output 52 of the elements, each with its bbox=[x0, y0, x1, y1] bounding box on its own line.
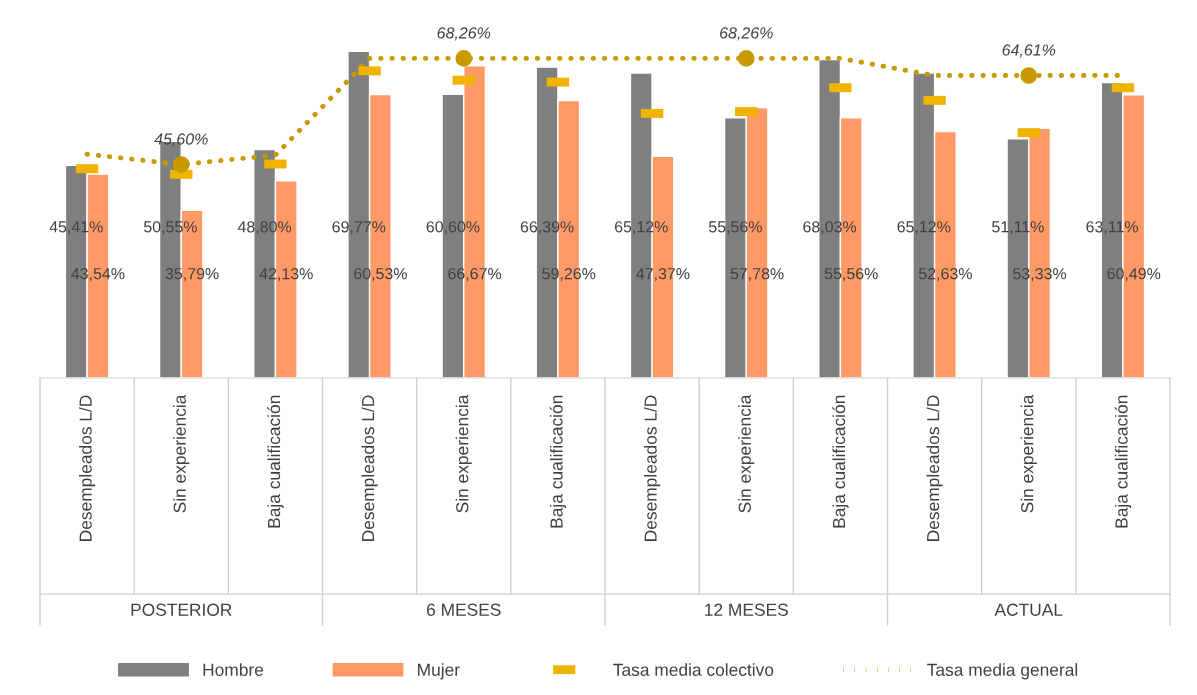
data-label: 60,53% bbox=[354, 267, 407, 282]
data-label: 57,78% bbox=[730, 267, 784, 282]
x-tick-label: Desempleados L/D bbox=[926, 395, 943, 541]
data-label: 60,49% bbox=[1107, 267, 1161, 282]
x-tick-label: Desempleados L/D bbox=[78, 395, 96, 541]
data-label: 55,56% bbox=[708, 221, 762, 235]
data-label: 55,56% bbox=[824, 267, 878, 282]
data-label: 53,33% bbox=[1013, 267, 1067, 282]
text: POSTERIOR bbox=[131, 603, 232, 616]
legend-label: Mujer bbox=[418, 663, 460, 680]
data-label: 64,61% bbox=[1002, 44, 1056, 58]
data-label: 43,54% bbox=[71, 267, 125, 282]
point bbox=[737, 50, 755, 67]
x-tick-label: Sin experiencia bbox=[173, 394, 190, 513]
data-label: 50,55% bbox=[143, 221, 197, 235]
data-label: 63,11% bbox=[1086, 221, 1139, 235]
data-label: 59,26% bbox=[542, 267, 596, 282]
text: 6 MESES bbox=[427, 603, 501, 616]
data-label: 48,80% bbox=[237, 221, 292, 235]
x-tick-label: Baja cualificación bbox=[549, 395, 567, 528]
x-tick-label: Desempleados L/D bbox=[643, 395, 661, 541]
x-tick-label: Sin experiencia bbox=[1020, 394, 1037, 513]
data-label: 65,12% bbox=[614, 221, 668, 235]
x-tick-label: Baja cualificación bbox=[267, 395, 284, 528]
point bbox=[172, 156, 190, 173]
data-label: 66,39% bbox=[520, 221, 574, 235]
data-label: 45,60% bbox=[154, 133, 208, 147]
x-tick-label: Baja cualificación bbox=[1114, 395, 1132, 528]
data-label: 42,13% bbox=[259, 267, 313, 282]
data-label: 35,79% bbox=[165, 267, 219, 282]
data-label: 68,26% bbox=[437, 27, 491, 41]
point bbox=[1020, 67, 1038, 84]
x-tick-label: Sin experiencia bbox=[738, 394, 755, 513]
data-label: 47,37% bbox=[636, 267, 690, 282]
data-label: 52,63% bbox=[918, 267, 972, 282]
data-label: 68,26% bbox=[720, 27, 773, 41]
legend-label: Tasa media colectivo bbox=[613, 663, 774, 676]
x-tick-label: Sin experiencia bbox=[455, 394, 472, 513]
text: ACTUAL bbox=[994, 603, 1063, 616]
x-tick-label: Baja cualificación bbox=[832, 395, 849, 528]
data-label: 69,77% bbox=[332, 221, 386, 235]
text: 12 MESES bbox=[705, 603, 788, 616]
data-label: 60,60% bbox=[426, 221, 480, 235]
data-label: 45,41% bbox=[49, 221, 103, 235]
legend-label: Hombre bbox=[203, 663, 264, 676]
x-tick-label: Desempleados L/D bbox=[361, 395, 378, 541]
legend-label: Tasa media general bbox=[927, 663, 1078, 680]
data-label: 51,11% bbox=[992, 221, 1044, 235]
data-label: 65,12% bbox=[897, 221, 951, 235]
data-label: 68,03% bbox=[803, 221, 857, 235]
point bbox=[455, 50, 473, 67]
data-label: 66,67% bbox=[448, 267, 502, 282]
